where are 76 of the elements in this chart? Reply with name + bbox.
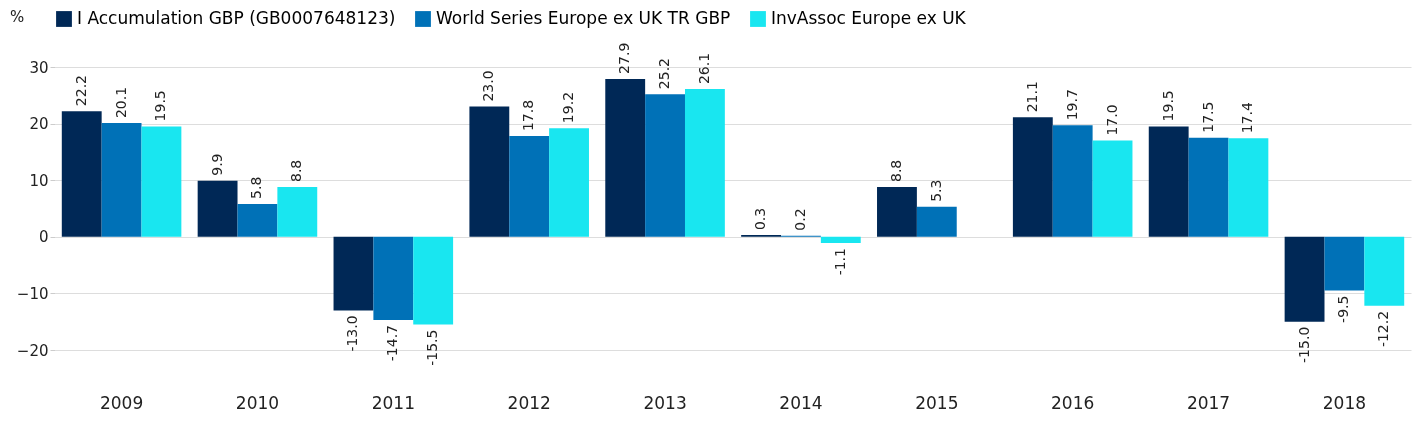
bar <box>237 203 278 237</box>
y-tick-label: −20 <box>16 341 49 360</box>
bar <box>277 186 318 237</box>
bar <box>645 94 685 237</box>
bar <box>549 128 589 237</box>
data-label: 0.2 <box>791 208 808 231</box>
bar <box>469 106 510 237</box>
x-tick-label: 2015 <box>915 392 959 413</box>
bar <box>1092 140 1133 237</box>
x-tick-label: 2012 <box>507 392 551 413</box>
data-label: 25.2 <box>656 58 673 90</box>
data-label: -14.7 <box>384 325 401 362</box>
y-axis-title: % <box>10 8 25 26</box>
x-tick-label: 2013 <box>643 392 687 413</box>
data-label: 21.1 <box>1023 81 1040 113</box>
legend-label: I Accumulation GBP (GB0007648123) <box>77 8 396 28</box>
data-label: 17.8 <box>520 99 537 132</box>
data-label: -15.5 <box>424 329 441 366</box>
bar <box>413 236 454 325</box>
data-label: 9.9 <box>208 153 225 176</box>
y-tick-label: 10 <box>29 171 49 190</box>
data-label: 8.8 <box>887 159 904 182</box>
x-tick-label: 2010 <box>235 392 280 413</box>
data-label: 19.2 <box>560 91 577 124</box>
bar <box>1324 236 1365 291</box>
bar <box>877 186 917 237</box>
data-label: 23.0 <box>480 70 497 102</box>
x-tick-label: 2017 <box>1186 392 1231 413</box>
data-label: 8.8 <box>288 159 305 182</box>
y-tick-label: 0 <box>38 228 49 247</box>
bar <box>1284 236 1325 322</box>
data-label: 27.9 <box>616 42 633 74</box>
x-tick-label: 2018 <box>1322 392 1367 413</box>
bar <box>605 78 646 237</box>
data-label: -9.5 <box>1335 295 1352 323</box>
bar <box>1148 126 1189 237</box>
data-label: -12.2 <box>1375 310 1392 348</box>
bar <box>509 136 550 237</box>
legend-label: InvAssoc Europe ex UK <box>771 8 967 28</box>
data-label: -13.0 <box>344 315 361 352</box>
x-tick-label: 2011 <box>371 392 415 413</box>
x-tick-label: 2014 <box>779 392 823 413</box>
data-label: 22.2 <box>72 74 89 107</box>
bar <box>373 236 414 320</box>
bar <box>1364 236 1405 306</box>
data-label: 19.5 <box>1159 90 1176 122</box>
y-tick-label: 20 <box>29 115 49 134</box>
x-tick-label: 2016 <box>1051 392 1095 413</box>
data-label: 17.0 <box>1103 104 1120 136</box>
bar <box>684 89 725 237</box>
bar <box>1228 138 1269 237</box>
bar <box>333 236 374 311</box>
data-label: 17.4 <box>1239 102 1256 134</box>
bar <box>820 236 861 244</box>
bar <box>1052 125 1093 237</box>
data-label: 26.1 <box>695 52 712 85</box>
bar <box>916 206 957 237</box>
data-label: 20.1 <box>112 86 129 119</box>
bar <box>141 126 182 237</box>
data-label: 19.7 <box>1063 89 1080 121</box>
bar <box>101 123 142 237</box>
data-label: 5.3 <box>927 179 944 202</box>
x-tick-label: 2009 <box>99 392 144 413</box>
data-label: -1.1 <box>831 248 848 276</box>
bar <box>1188 137 1229 237</box>
bar <box>1012 117 1053 237</box>
y-tick-label: −10 <box>16 284 49 303</box>
data-label: 17.5 <box>1199 101 1216 133</box>
data-label: 5.8 <box>248 176 265 199</box>
data-label: 0.3 <box>752 207 769 231</box>
data-label: -15.0 <box>1295 326 1312 363</box>
bar <box>197 180 238 237</box>
bar <box>61 111 102 237</box>
y-tick-label: 30 <box>29 58 49 77</box>
legend-label: World Series Europe ex UK TR GBP <box>436 8 731 28</box>
data-label: 19.5 <box>152 90 169 122</box>
